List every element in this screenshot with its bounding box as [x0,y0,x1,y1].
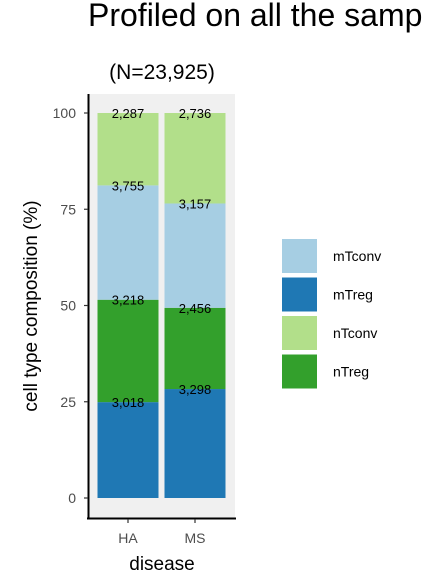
x-tick-label-ha: HA [118,530,138,546]
bar-ha-ntreg [97,402,159,498]
x-axis-title: disease [129,554,195,575]
bars-layer [97,113,226,498]
data-label-ms-mtreg: 2,736 [179,106,212,121]
legend-label-ntconv: nTconv [333,325,377,341]
legend-key-mtconv [282,239,317,273]
bar-ha-ntconv [97,299,159,403]
legend-key-ntreg [282,354,317,389]
data-label-ms-ntreg: 3,298 [179,382,212,397]
data-label-ha-mtconv: 3,755 [112,178,145,193]
data-label-ha-ntreg: 3,018 [112,395,145,410]
bar-ms-ntconv [164,307,226,390]
chart-subtitle: (N=23,925) [109,61,215,84]
y-tick-label: 0 [68,490,76,506]
data-labels-layer: 3,018 3,218 3,755 2,287 3,298 2,456 3,157 2,736 [112,106,212,410]
y-tick-label: 50 [60,298,76,314]
bar-ha-mtconv [97,185,159,300]
y-tick-label: 75 [60,201,76,217]
x-ticks-layer: HA MS [118,519,206,546]
bar-ms-mtconv [164,203,226,308]
y-tick-label: 100 [53,105,77,121]
data-label-ms-mtconv: 3,157 [179,196,212,211]
bar-ha-mtreg [97,113,159,186]
legend-key-mtreg [282,277,317,312]
y-ticks-layer: 0 25 50 75 100 [53,105,88,506]
legend-label-mtconv: mTconv [333,248,381,264]
bar-ms-mtreg [164,113,226,204]
y-tick-label: 25 [60,394,76,410]
chart-title: Profiled on all the samples [88,0,422,33]
legend-label-mtreg: mTreg [333,287,373,303]
y-axis-title: cell type composition (%) [21,200,42,411]
bar-ms-ntreg [164,389,226,498]
data-label-ha-mtreg: 2,287 [112,106,145,121]
data-label-ha-ntconv: 3,218 [112,293,145,308]
legend: mTconv mTreg nTconv nTreg [282,239,381,389]
x-tick-label-ms: MS [185,530,206,546]
legend-label-ntreg: nTreg [333,364,369,380]
data-label-ms-ntconv: 2,456 [179,301,212,316]
legend-key-ntconv [282,316,317,350]
